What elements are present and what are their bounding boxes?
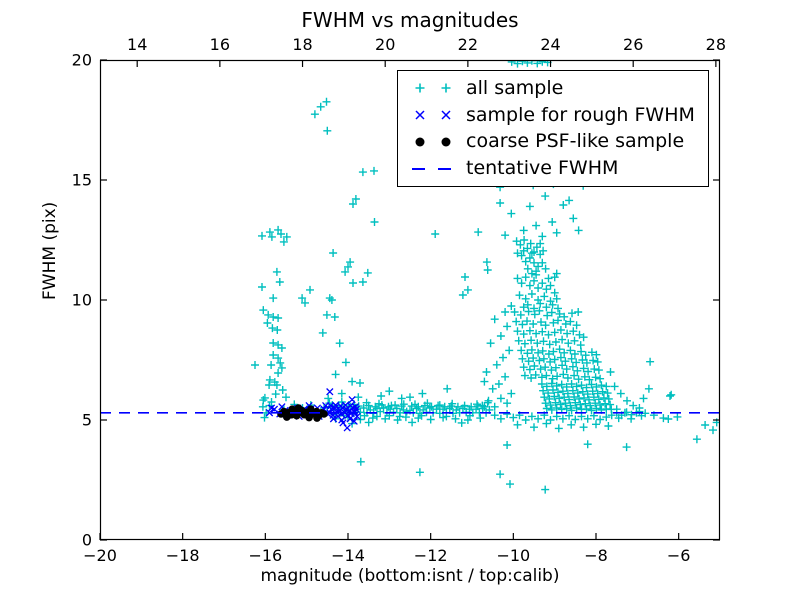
legend-label: tentative FWHM: [466, 157, 619, 180]
legend: all sample sample for rough FWHM coarse …: [397, 70, 709, 187]
svg-text:−18: −18: [166, 546, 200, 565]
svg-text:16: 16: [210, 35, 230, 54]
legend-label: coarse PSF-like sample: [466, 130, 685, 153]
legend-item-rough-fwhm: sample for rough FWHM: [398, 103, 708, 128]
svg-text:−14: −14: [331, 546, 365, 565]
svg-text:22: 22: [458, 35, 478, 54]
svg-text:28: 28: [706, 35, 726, 54]
svg-text:20: 20: [72, 51, 92, 70]
legend-item-psf-sample: coarse PSF-like sample: [398, 129, 708, 154]
svg-text:20: 20: [375, 35, 395, 54]
svg-text:10: 10: [72, 291, 92, 310]
svg-text:18: 18: [292, 35, 312, 54]
svg-text:−16: −16: [248, 546, 282, 565]
legend-label: all sample: [466, 76, 564, 99]
legend-item-all-sample: all sample: [398, 76, 708, 101]
svg-text:−6: −6: [667, 546, 691, 565]
legend-label: sample for rough FWHM: [466, 103, 695, 126]
plus-marker-icon: [415, 83, 451, 93]
svg-text:−12: −12: [414, 546, 448, 565]
chart-title: FWHM vs magnitudes: [301, 8, 519, 32]
svg-text:−20: −20: [83, 546, 117, 565]
svg-text:26: 26: [623, 35, 643, 54]
svg-text:15: 15: [72, 171, 92, 190]
svg-text:0: 0: [82, 531, 92, 550]
svg-text:−8: −8: [584, 546, 608, 565]
dot-marker-icon: [415, 137, 451, 147]
x-marker-icon: [415, 110, 451, 120]
dashed-line-icon: [412, 167, 451, 170]
svg-text:14: 14: [127, 35, 147, 54]
svg-text:−10: −10: [496, 546, 530, 565]
svg-text:24: 24: [540, 35, 560, 54]
x-axis-label: magnitude (bottom:isnt / top:calib): [260, 566, 560, 586]
svg-text:5: 5: [82, 411, 92, 430]
legend-item-tentative-fwhm: tentative FWHM: [398, 156, 708, 181]
